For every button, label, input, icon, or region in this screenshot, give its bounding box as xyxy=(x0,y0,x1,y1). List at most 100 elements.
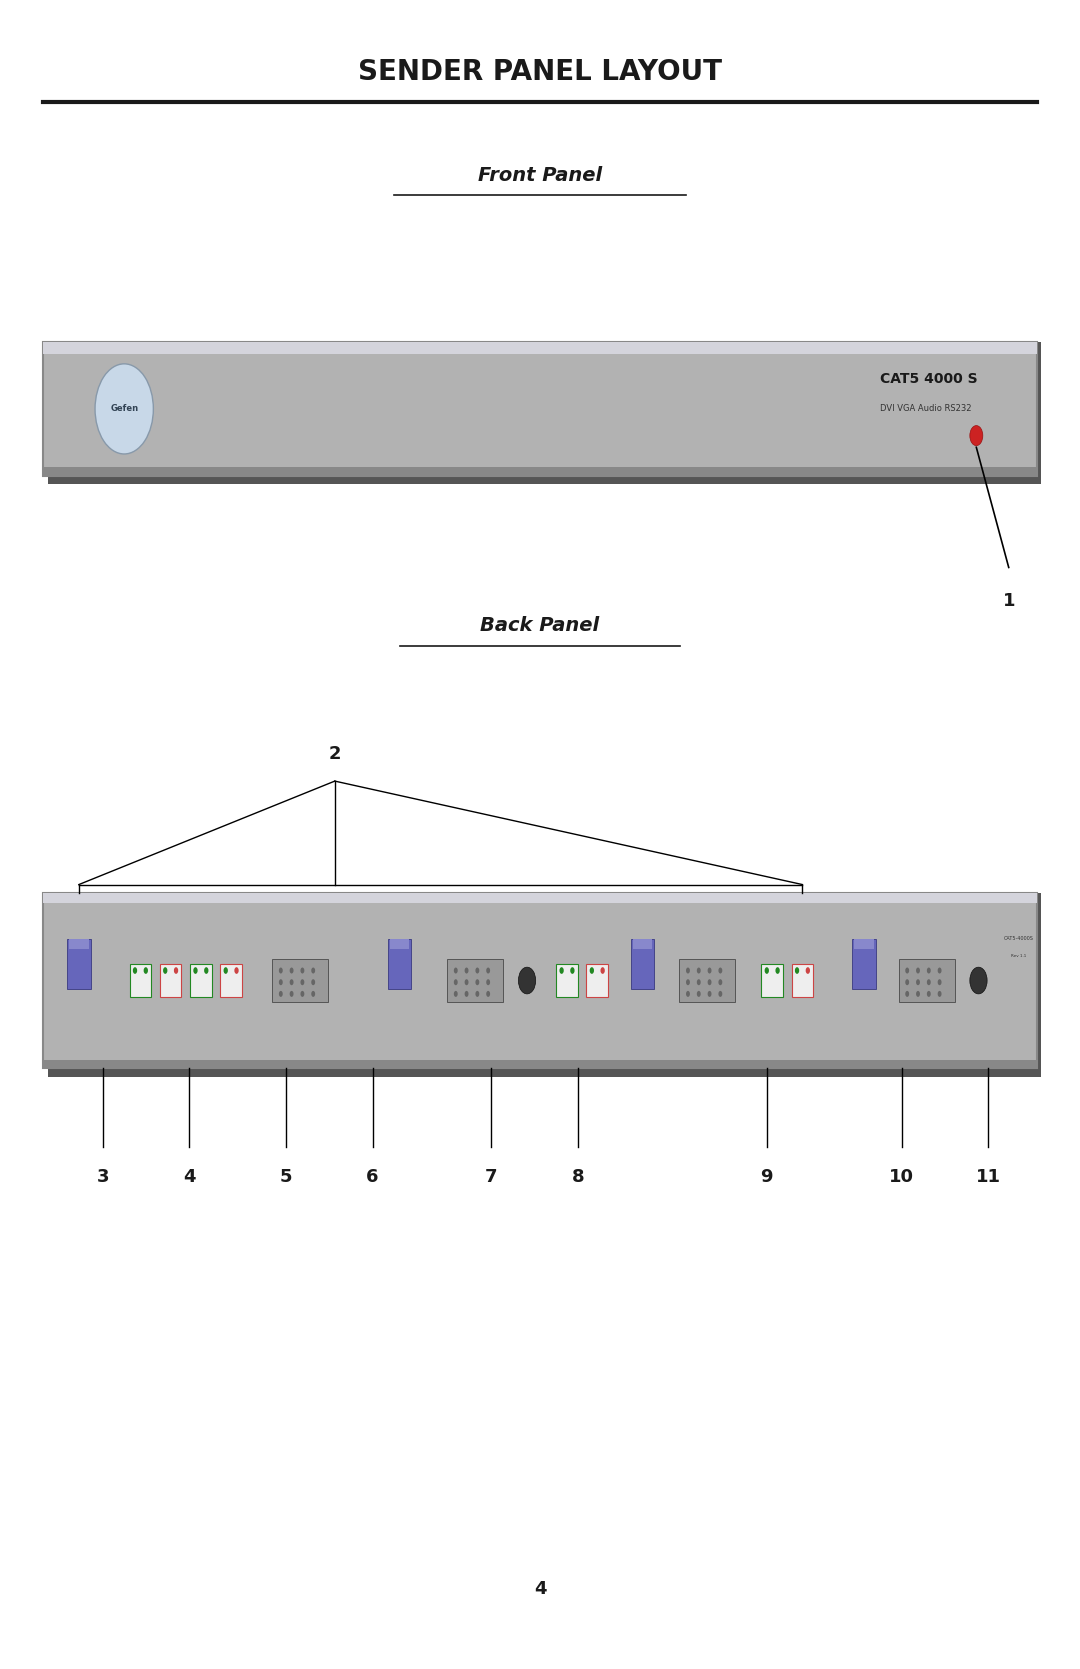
FancyBboxPatch shape xyxy=(633,938,652,948)
Circle shape xyxy=(300,968,305,973)
Text: 8: 8 xyxy=(571,1168,584,1185)
FancyBboxPatch shape xyxy=(43,467,1037,476)
Text: DVI VGA Audio RS232: DVI VGA Audio RS232 xyxy=(880,404,972,414)
Text: 4: 4 xyxy=(183,1168,195,1185)
FancyBboxPatch shape xyxy=(586,965,608,998)
Circle shape xyxy=(927,980,931,985)
Text: 2: 2 xyxy=(328,746,341,763)
Circle shape xyxy=(697,991,701,996)
Text: SENDER PANEL LAYOUT: SENDER PANEL LAYOUT xyxy=(357,58,723,85)
Circle shape xyxy=(518,968,536,993)
FancyBboxPatch shape xyxy=(48,342,1041,484)
Circle shape xyxy=(486,991,490,996)
Text: 4: 4 xyxy=(534,1581,546,1597)
Circle shape xyxy=(718,991,723,996)
Circle shape xyxy=(765,968,769,973)
FancyBboxPatch shape xyxy=(899,958,955,1001)
Circle shape xyxy=(193,968,198,973)
Circle shape xyxy=(279,968,283,973)
Circle shape xyxy=(559,968,564,973)
Circle shape xyxy=(464,968,469,973)
Circle shape xyxy=(905,968,909,973)
FancyBboxPatch shape xyxy=(272,958,328,1001)
Circle shape xyxy=(311,968,315,973)
FancyBboxPatch shape xyxy=(761,965,783,998)
Circle shape xyxy=(707,980,712,985)
Circle shape xyxy=(927,968,931,973)
Circle shape xyxy=(927,991,931,996)
Circle shape xyxy=(279,991,283,996)
Text: 3: 3 xyxy=(96,1168,109,1185)
Circle shape xyxy=(464,980,469,985)
FancyBboxPatch shape xyxy=(556,965,578,998)
Text: 11: 11 xyxy=(975,1168,1001,1185)
Circle shape xyxy=(806,968,810,973)
FancyBboxPatch shape xyxy=(792,965,813,998)
FancyBboxPatch shape xyxy=(390,938,409,948)
Circle shape xyxy=(718,980,723,985)
FancyBboxPatch shape xyxy=(852,938,876,988)
FancyBboxPatch shape xyxy=(43,893,1037,1068)
Circle shape xyxy=(916,968,920,973)
FancyBboxPatch shape xyxy=(130,965,151,998)
Circle shape xyxy=(133,968,137,973)
Circle shape xyxy=(916,991,920,996)
Circle shape xyxy=(300,980,305,985)
FancyBboxPatch shape xyxy=(631,938,654,988)
Circle shape xyxy=(697,980,701,985)
Circle shape xyxy=(937,980,942,985)
Circle shape xyxy=(475,991,480,996)
Circle shape xyxy=(464,991,469,996)
Circle shape xyxy=(486,968,490,973)
Circle shape xyxy=(454,991,458,996)
Circle shape xyxy=(937,991,942,996)
Text: Front Panel: Front Panel xyxy=(478,165,602,185)
FancyBboxPatch shape xyxy=(43,342,1037,476)
Circle shape xyxy=(795,968,799,973)
Circle shape xyxy=(144,968,148,973)
FancyBboxPatch shape xyxy=(679,958,735,1001)
Circle shape xyxy=(174,968,178,973)
Circle shape xyxy=(970,426,983,446)
FancyBboxPatch shape xyxy=(48,893,1041,1077)
Circle shape xyxy=(686,991,690,996)
Circle shape xyxy=(707,968,712,973)
Circle shape xyxy=(163,968,167,973)
Text: Rev 1.1: Rev 1.1 xyxy=(1011,953,1026,958)
Text: 10: 10 xyxy=(889,1168,915,1185)
Circle shape xyxy=(600,968,605,973)
Text: Gefen: Gefen xyxy=(110,404,138,414)
Circle shape xyxy=(590,968,594,973)
FancyBboxPatch shape xyxy=(220,965,242,998)
Text: 5: 5 xyxy=(280,1168,293,1185)
FancyBboxPatch shape xyxy=(854,938,874,948)
Circle shape xyxy=(311,991,315,996)
Circle shape xyxy=(224,968,228,973)
Circle shape xyxy=(234,968,239,973)
FancyBboxPatch shape xyxy=(447,958,503,1001)
Text: 6: 6 xyxy=(366,1168,379,1185)
FancyBboxPatch shape xyxy=(69,938,89,948)
Circle shape xyxy=(300,991,305,996)
FancyBboxPatch shape xyxy=(43,1060,1037,1068)
Text: CAT5-4000S: CAT5-4000S xyxy=(1003,936,1034,941)
Circle shape xyxy=(570,968,575,973)
FancyBboxPatch shape xyxy=(43,893,1037,903)
Text: Back Panel: Back Panel xyxy=(481,616,599,636)
Circle shape xyxy=(289,991,294,996)
Circle shape xyxy=(937,968,942,973)
FancyBboxPatch shape xyxy=(43,342,1037,354)
Text: CAT5 4000 S: CAT5 4000 S xyxy=(880,372,977,386)
Circle shape xyxy=(454,980,458,985)
Circle shape xyxy=(686,980,690,985)
Circle shape xyxy=(486,980,490,985)
Circle shape xyxy=(686,968,690,973)
FancyBboxPatch shape xyxy=(160,965,181,998)
Text: 9: 9 xyxy=(760,1168,773,1185)
Circle shape xyxy=(475,980,480,985)
Circle shape xyxy=(707,991,712,996)
Circle shape xyxy=(905,991,909,996)
Circle shape xyxy=(970,968,987,993)
Circle shape xyxy=(204,968,208,973)
Circle shape xyxy=(311,980,315,985)
